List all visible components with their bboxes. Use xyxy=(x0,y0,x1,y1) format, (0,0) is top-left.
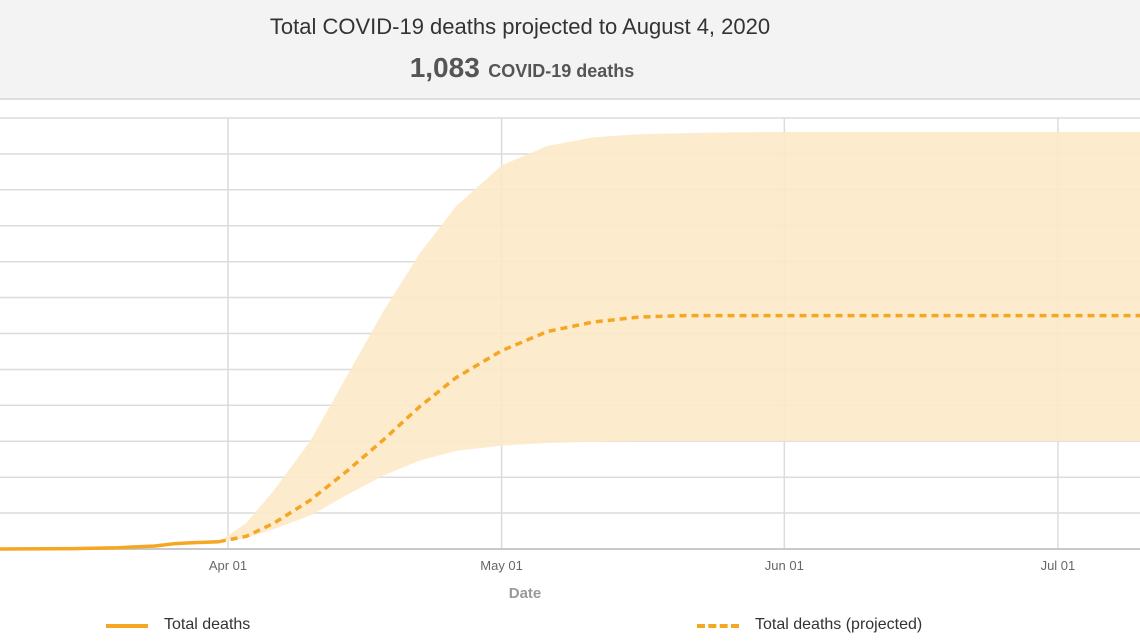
x-tick-label-3: Jul 01 xyxy=(1041,558,1076,573)
series-line-1 xyxy=(218,313,1140,544)
x-tick-label-0: Apr 01 xyxy=(209,558,247,573)
projected-total: 1,083 COVID-19 deaths xyxy=(0,52,1044,84)
chart-title: Total COVID-19 deaths projected to Augus… xyxy=(269,14,771,39)
projected-count-unit: COVID-19 deaths xyxy=(488,61,635,81)
legend-label-total-deaths: Total deaths xyxy=(164,616,251,633)
projected-count: 1,083 xyxy=(409,52,480,83)
chart-header: Total COVID-19 deaths projected to Augus… xyxy=(0,0,1140,100)
series-line-0 xyxy=(0,539,219,551)
x-tick-label-2: Jun 01 xyxy=(765,558,804,573)
legend-swatch-solid xyxy=(106,624,148,628)
legend-label-total-deaths-projected: Total deaths (projected) xyxy=(755,616,923,633)
uncertainty-band xyxy=(218,132,1140,542)
x-axis-label: Date xyxy=(509,585,542,602)
x-tick-label-1: May 01 xyxy=(480,558,523,573)
legend-swatch-dashed xyxy=(697,624,739,628)
deaths-line-chart: Apr 01 May 01 Jun 01 Jul 01 Date xyxy=(0,117,1140,602)
